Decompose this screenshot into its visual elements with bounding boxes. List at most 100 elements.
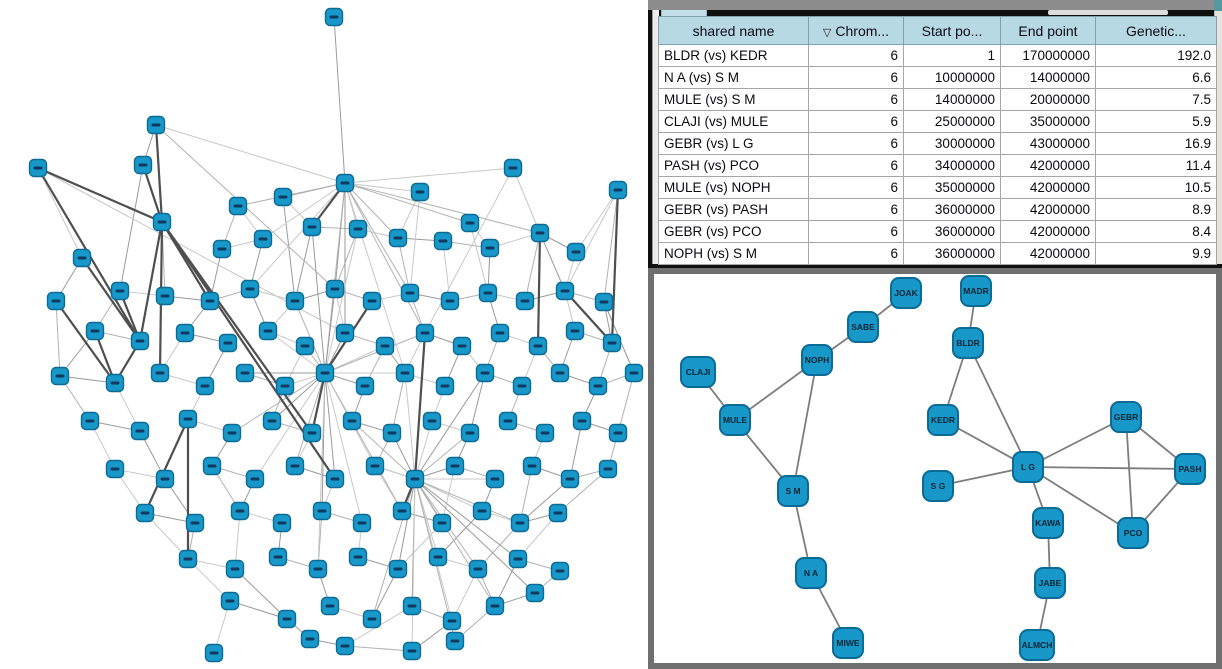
main-network-canvas[interactable] [0, 0, 648, 669]
network-node-n-a[interactable]: N A [795, 557, 827, 589]
network-node[interactable] [302, 423, 322, 443]
network-node-jabe[interactable]: JABE [1034, 567, 1066, 599]
network-node[interactable] [480, 238, 500, 258]
network-node[interactable] [220, 591, 240, 611]
table-row[interactable]: MULE (vs) NOPH 6 35000000 42000000 10.5 [658, 176, 1217, 199]
network-node[interactable] [268, 547, 288, 567]
network-node[interactable] [422, 411, 442, 431]
network-node[interactable] [560, 469, 580, 489]
network-node[interactable] [598, 459, 618, 479]
network-node[interactable] [355, 376, 375, 396]
network-node[interactable] [285, 456, 305, 476]
network-node[interactable] [624, 363, 644, 383]
network-node-joak[interactable]: JOAK [890, 277, 922, 309]
network-node[interactable] [410, 182, 430, 202]
network-node[interactable] [295, 336, 315, 356]
network-node[interactable] [130, 331, 150, 351]
network-node[interactable] [395, 363, 415, 383]
network-node[interactable] [510, 513, 530, 533]
network-node[interactable] [320, 596, 340, 616]
network-node[interactable] [175, 323, 195, 343]
network-node[interactable] [348, 547, 368, 567]
network-node[interactable] [253, 229, 273, 249]
network-node[interactable] [365, 456, 385, 476]
network-node-claji[interactable]: CLAJI [680, 356, 716, 388]
network-node-pco[interactable]: PCO [1117, 517, 1149, 549]
network-node[interactable] [218, 333, 238, 353]
network-node[interactable] [375, 336, 395, 356]
network-node[interactable] [204, 643, 224, 663]
network-node[interactable] [222, 423, 242, 443]
network-node[interactable] [415, 323, 435, 343]
network-node[interactable] [503, 158, 523, 178]
network-node-pash[interactable]: PASH [1174, 453, 1206, 485]
network-node[interactable] [588, 376, 608, 396]
network-node[interactable] [362, 609, 382, 629]
network-node[interactable] [548, 503, 568, 523]
network-node[interactable] [512, 376, 532, 396]
column-header-shared-name[interactable]: shared name [658, 16, 809, 45]
network-node[interactable] [445, 631, 465, 651]
network-node[interactable] [460, 213, 480, 233]
network-node[interactable] [472, 501, 492, 521]
network-node[interactable] [178, 549, 198, 569]
network-node[interactable] [460, 423, 480, 443]
column-header-end-point[interactable]: End point [1000, 16, 1096, 45]
network-node[interactable] [566, 242, 586, 262]
network-node[interactable] [178, 409, 198, 429]
network-node[interactable] [555, 281, 575, 301]
network-node[interactable] [498, 411, 518, 431]
network-node[interactable] [105, 373, 125, 393]
network-node[interactable] [212, 239, 232, 259]
table-row[interactable]: CLAJI (vs) MULE 6 25000000 35000000 5.9 [658, 110, 1217, 133]
network-node[interactable] [225, 559, 245, 579]
network-node[interactable] [300, 629, 320, 649]
network-node[interactable] [146, 115, 166, 135]
network-node[interactable] [490, 323, 510, 343]
network-node[interactable] [325, 279, 345, 299]
network-node[interactable] [46, 291, 66, 311]
network-node[interactable] [262, 411, 282, 431]
network-node[interactable] [342, 411, 362, 431]
network-node[interactable] [402, 641, 422, 661]
network-node[interactable] [185, 513, 205, 533]
network-node[interactable] [230, 501, 250, 521]
network-node[interactable] [235, 363, 255, 383]
filtered-network-canvas[interactable]: JOAK SABE NOPH CLAJI MULE S M N A MIWE MADR BLDR K… [654, 274, 1216, 663]
network-node[interactable] [277, 609, 297, 629]
network-node[interactable] [445, 456, 465, 476]
network-node[interactable] [475, 363, 495, 383]
network-node[interactable] [362, 291, 382, 311]
network-node[interactable] [50, 366, 70, 386]
network-node[interactable] [608, 423, 628, 443]
network-node[interactable] [535, 423, 555, 443]
network-node[interactable] [135, 503, 155, 523]
network-node[interactable] [130, 421, 150, 441]
network-node[interactable] [530, 223, 550, 243]
network-node[interactable] [608, 180, 628, 200]
network-node[interactable] [392, 501, 412, 521]
network-node-s-m[interactable]: S M [777, 475, 809, 507]
network-node-almch[interactable]: ALMCH [1019, 629, 1055, 661]
network-node[interactable] [602, 333, 622, 353]
network-node-bldr[interactable]: BLDR [952, 327, 984, 359]
network-node[interactable] [428, 547, 448, 567]
table-row[interactable]: N A (vs) S M 6 10000000 14000000 6.6 [658, 66, 1217, 89]
network-node[interactable] [485, 596, 505, 616]
network-node-kedr[interactable]: KEDR [927, 404, 959, 436]
column-header-start-position[interactable]: Start po... [903, 16, 1001, 45]
network-node[interactable] [155, 286, 175, 306]
network-node[interactable] [155, 469, 175, 489]
network-node[interactable] [335, 173, 355, 193]
table-row[interactable]: GEBR (vs) PCO 6 36000000 42000000 8.4 [658, 220, 1217, 243]
network-node[interactable] [240, 279, 260, 299]
network-node[interactable] [315, 363, 335, 383]
network-node[interactable] [85, 321, 105, 341]
network-node[interactable] [525, 583, 545, 603]
network-node[interactable] [402, 596, 422, 616]
network-node[interactable] [572, 411, 592, 431]
network-node[interactable] [302, 217, 322, 237]
network-node[interactable] [550, 561, 570, 581]
network-node[interactable] [133, 155, 153, 175]
network-node[interactable] [485, 469, 505, 489]
